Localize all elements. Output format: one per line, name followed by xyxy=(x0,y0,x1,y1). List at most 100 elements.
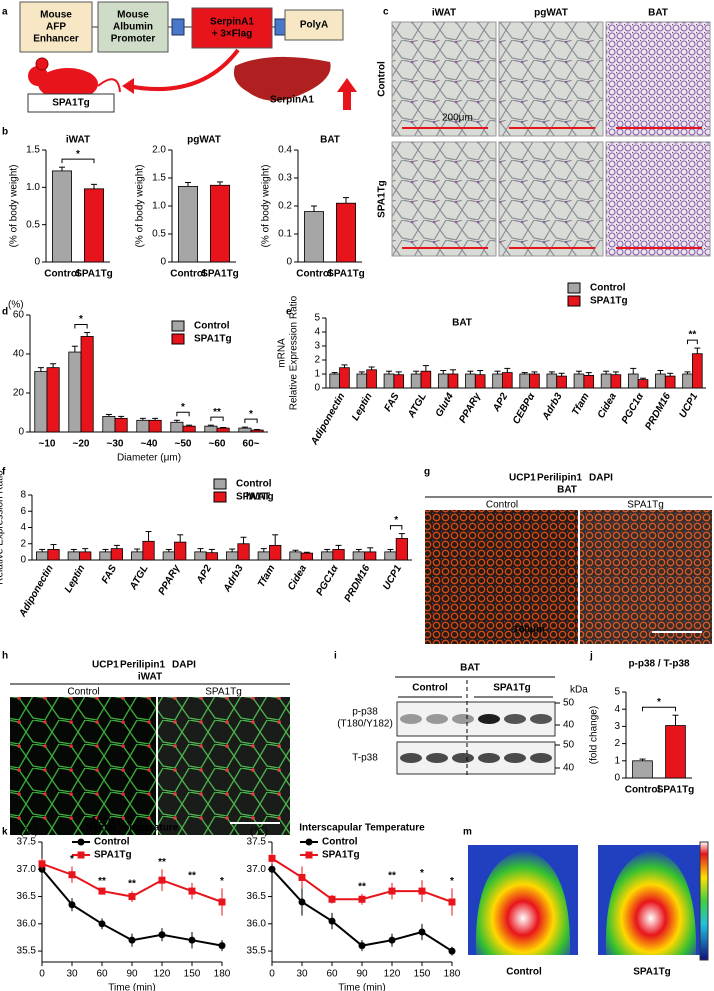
bar xyxy=(226,551,239,561)
construct-text: + 3×Flag xyxy=(212,29,253,40)
bar xyxy=(502,372,513,389)
construct-box xyxy=(97,1,169,53)
legend-label: Control xyxy=(194,321,230,332)
y-tick-label: 35.5 xyxy=(17,946,37,957)
y-tick-label: 36.5 xyxy=(17,891,37,902)
y-tick-label: 1.5 xyxy=(26,145,40,156)
thermal-body xyxy=(475,850,571,955)
bar xyxy=(610,374,622,389)
y-tick-label: 0.1 xyxy=(278,229,292,240)
bar xyxy=(68,351,82,433)
bar xyxy=(237,543,250,561)
construct-text: AFP xyxy=(46,22,66,33)
x-tick-label: Adiponectin xyxy=(309,391,348,447)
bar xyxy=(257,551,270,561)
data-point xyxy=(358,895,366,903)
column-label: SPA1Tg xyxy=(633,967,671,978)
panel-label: i xyxy=(334,651,337,662)
bar xyxy=(84,188,105,263)
significance-label: ** xyxy=(213,407,221,418)
y-tick-label: 0 xyxy=(286,257,292,268)
y-tick-label: 1.0 xyxy=(26,182,40,193)
stain-label: UCP1 xyxy=(92,660,119,671)
blot-band xyxy=(530,753,552,763)
data-point xyxy=(298,873,306,881)
marker-label: 40 xyxy=(563,720,575,731)
construct-text: Mouse xyxy=(40,10,72,21)
mouse-body xyxy=(38,68,98,100)
x-tick-label: Control xyxy=(296,269,332,280)
y-axis-label: (% of body weight) xyxy=(9,165,20,248)
x-tick-label: Control xyxy=(44,269,80,280)
x-axis-label: Diameter (μm) xyxy=(117,453,181,464)
construct-text: Promoter xyxy=(111,34,156,45)
panel-label: j xyxy=(589,651,593,662)
y-tick-label: 20 xyxy=(13,388,25,399)
bar xyxy=(366,369,377,389)
chart-title: BAT xyxy=(320,135,340,146)
legend-label: Control xyxy=(236,479,272,490)
bar xyxy=(352,551,365,561)
y-tick-label: 2 xyxy=(614,738,620,749)
bar xyxy=(546,373,558,389)
x-tick-label: FAS xyxy=(100,563,119,586)
marker-label: 40 xyxy=(563,763,575,774)
bar xyxy=(34,371,48,433)
bar xyxy=(174,541,187,561)
x-tick-label: AP2 xyxy=(491,391,511,415)
significance-label: * xyxy=(76,149,80,160)
x-tick-label: 180 xyxy=(444,969,461,980)
data-point xyxy=(358,942,366,950)
x-tick-label: 30 xyxy=(66,969,78,980)
y-tick-label: 37.0 xyxy=(247,864,267,875)
x-tick-label: SPA1Tg xyxy=(657,785,695,796)
bar xyxy=(329,373,340,389)
panel-label: d xyxy=(2,307,8,318)
column-label: BAT xyxy=(648,8,668,19)
legend-swatch xyxy=(567,282,581,294)
y-tick-label: 2.0 xyxy=(152,145,166,156)
x-axis-label: Time (min) xyxy=(108,983,155,991)
legend-label: SPA1Tg xyxy=(94,850,132,861)
x-tick-label: Leptin xyxy=(350,391,375,422)
significance-label: * xyxy=(249,409,253,420)
panel-label: e xyxy=(286,307,292,318)
x-tick-label: 0 xyxy=(269,969,275,980)
y-axis-label: (% of body weight) xyxy=(261,165,272,248)
y-tick-label: 60 xyxy=(13,310,25,321)
x-tick-label: ~50 xyxy=(175,439,192,450)
blot-band xyxy=(400,714,422,724)
bar xyxy=(627,373,639,389)
construct-box xyxy=(284,9,344,41)
data-point xyxy=(418,887,426,895)
data-point xyxy=(418,928,426,936)
data-point xyxy=(268,854,276,862)
x-tick-label: Cidea xyxy=(286,563,309,592)
y-tick-label: 0 xyxy=(614,773,620,784)
significance-label: ** xyxy=(158,857,166,868)
x-tick-label: ~60 xyxy=(209,439,226,450)
x-tick-label: FAS xyxy=(382,391,401,414)
significance-label: * xyxy=(657,697,661,708)
x-tick-label: 150 xyxy=(414,969,431,980)
bar xyxy=(170,421,184,433)
blot xyxy=(396,741,556,775)
significance-bracket xyxy=(389,525,403,530)
legend-label: SPA1Tg xyxy=(194,334,232,345)
bar xyxy=(393,374,405,389)
y-tick-label: 0.5 xyxy=(26,219,40,230)
significance-label: * xyxy=(450,876,454,887)
mouse-head xyxy=(28,66,48,86)
x-tick-label: Adiponectin xyxy=(17,563,56,619)
panel-label: b xyxy=(2,127,8,138)
data-point xyxy=(128,893,136,901)
legend-swatch xyxy=(171,320,185,332)
mouse-ear xyxy=(35,57,49,71)
liver-label: SerpinA1 xyxy=(270,95,314,106)
y-tick-label: 2 xyxy=(20,538,26,549)
stain-label: DAPI xyxy=(589,473,613,484)
y-tick-label: 37.0 xyxy=(17,864,37,875)
significance-bracket xyxy=(176,411,190,417)
bar xyxy=(529,373,540,389)
mouse-label: SPA1Tg xyxy=(52,98,90,109)
